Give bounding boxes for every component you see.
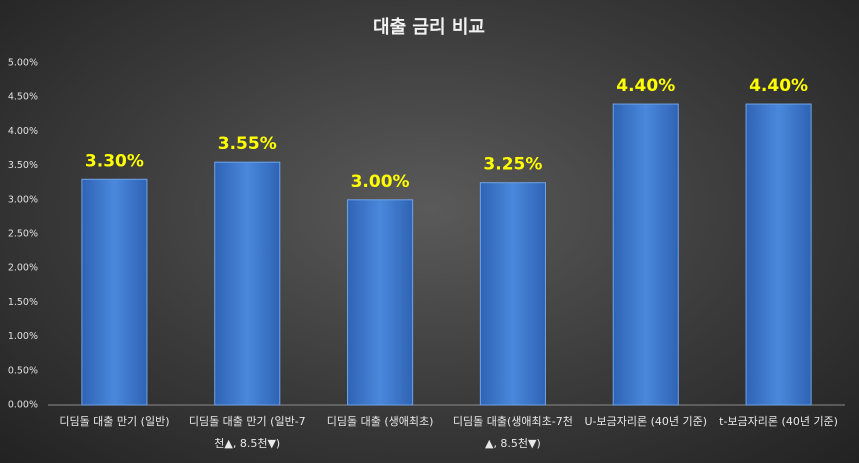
y-tick-label: 2.50% — [8, 229, 38, 240]
bar — [745, 103, 812, 406]
y-tick-label: 1.50% — [8, 297, 38, 308]
y-tick-label: 0.00% — [8, 400, 38, 411]
x-tick-label: 디딤돌 대출 만기 (일반-7천▲, 8.5천▼) — [188, 415, 306, 450]
value-label: 3.25% — [483, 155, 542, 175]
x-tick-label: 디딤돌 대출 (생애최초) — [326, 415, 434, 428]
x-tick-label: t-보금자리론 (40년 기준) — [719, 415, 838, 428]
y-tick-label: 3.00% — [8, 194, 38, 205]
x-tick-label: 디딤돌 대출 만기 (일반) — [59, 415, 170, 428]
x-tick-label: U-보금자리론 (40년 기준) — [584, 415, 708, 428]
y-tick-label: 4.00% — [8, 126, 38, 137]
bar — [347, 199, 414, 406]
chart-title: 대출 금리 비교 — [373, 17, 485, 38]
y-tick-label: 5.00% — [8, 58, 38, 69]
value-label: 3.30% — [85, 151, 144, 171]
x-tick-label: 디딤돌 대출(생애최초-7천▲, 8.5천▼) — [452, 415, 573, 450]
value-label: 4.40% — [616, 76, 675, 96]
bar — [479, 182, 546, 406]
value-label: 3.00% — [351, 172, 410, 192]
bar — [214, 161, 281, 406]
y-tick-label: 0.50% — [8, 365, 38, 376]
y-tick-label: 2.00% — [8, 263, 38, 274]
y-tick-label: 1.00% — [8, 331, 38, 342]
y-tick-label: 3.50% — [8, 160, 38, 171]
value-label: 4.40% — [749, 76, 808, 96]
bar — [612, 103, 679, 406]
bar — [81, 178, 148, 406]
value-label: 3.55% — [218, 134, 277, 154]
y-tick-label: 4.50% — [8, 92, 38, 103]
